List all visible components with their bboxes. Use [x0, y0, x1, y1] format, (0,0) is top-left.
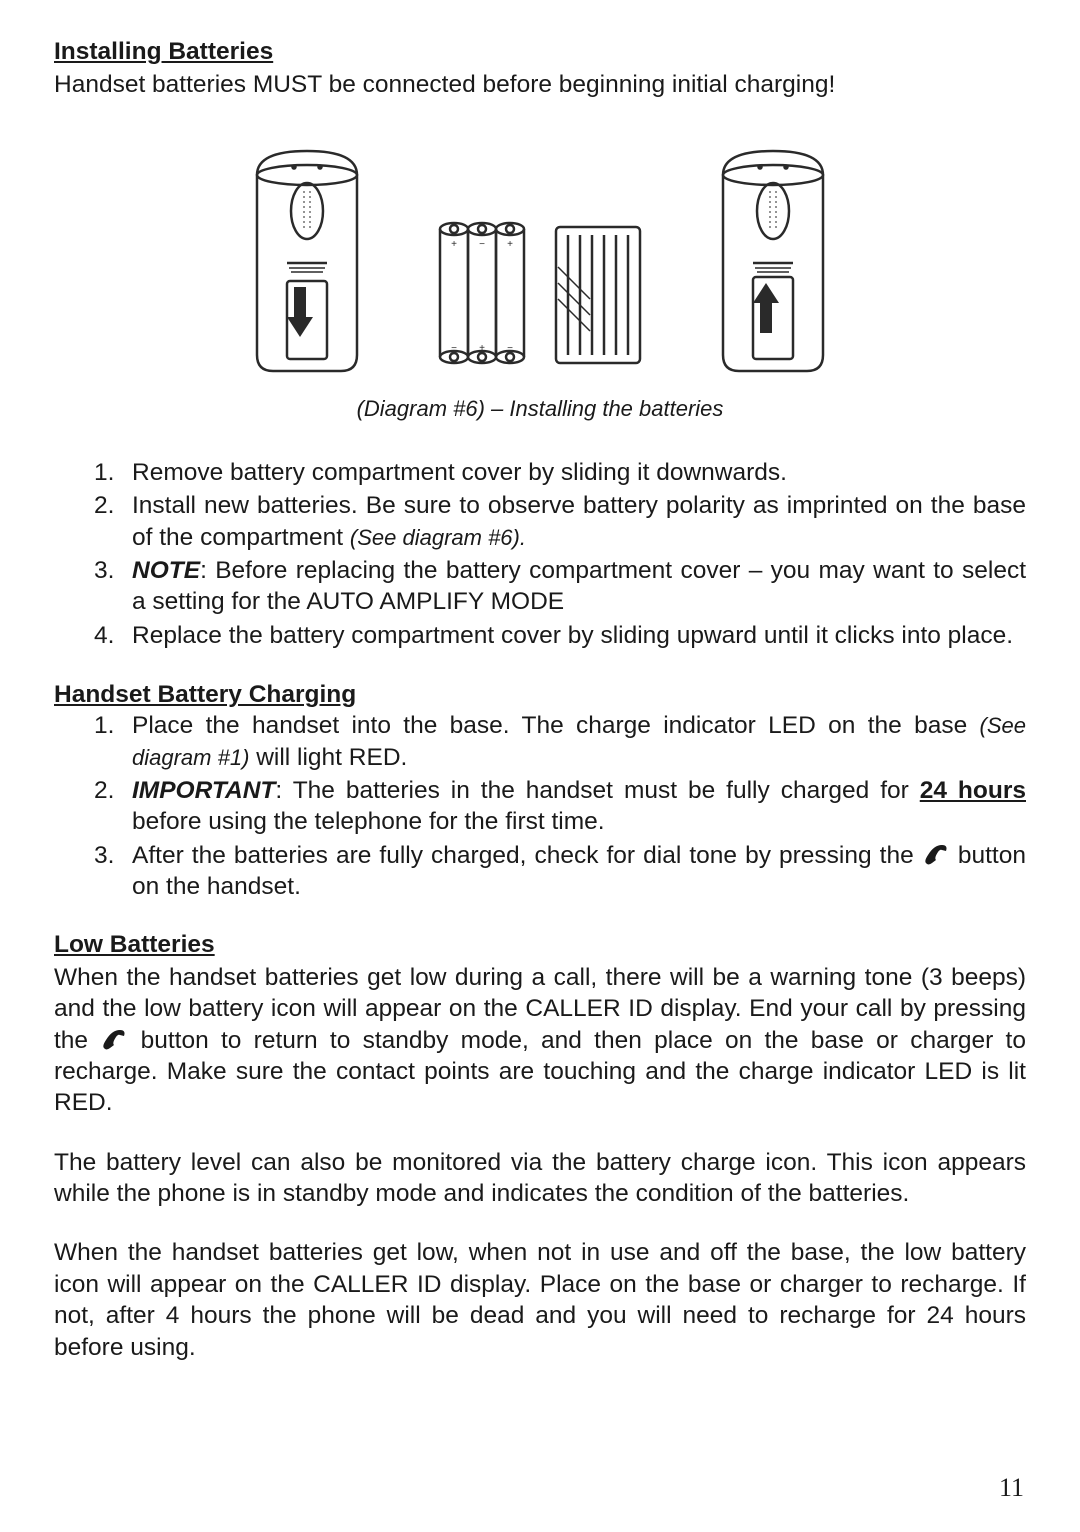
low-batt-para-1: When the handset batteries get low durin… [54, 962, 1026, 1119]
svg-text:+: + [507, 239, 513, 250]
step-text: before using the telephone for the first… [132, 808, 605, 835]
list-item: 2. IMPORTANT: The batteries in the hands… [94, 775, 1026, 838]
note-label: NOTE [132, 557, 200, 584]
svg-text:−: − [507, 343, 513, 354]
step-number: 3. [94, 555, 124, 586]
step-number: 2. [94, 490, 124, 521]
svg-text:+: + [451, 239, 457, 250]
diagram-handset-cover-on [698, 145, 848, 377]
low-batt-para-2: The battery level can also be monitored … [54, 1147, 1026, 1210]
hours-emphasis: 24 hours [920, 777, 1026, 804]
diagram-handset-cover-off [232, 145, 382, 377]
diagram-batteries: + − − + [434, 207, 646, 377]
phone-handset-icon [922, 841, 950, 867]
phone-handset-icon [100, 1026, 128, 1052]
low-batt-para-3: When the handset batteries get low, when… [54, 1237, 1026, 1362]
step-number: 1. [94, 457, 124, 488]
step-text: : Before replacing the battery compartme… [132, 557, 1026, 615]
step-number: 4. [94, 620, 124, 651]
list-item: 4. Replace the battery compartment cover… [94, 620, 1026, 651]
step-number: 1. [94, 710, 124, 741]
intro-text: Handset batteries MUST be connected befo… [54, 69, 1026, 100]
step-text: Place the handset into the base. The cha… [132, 712, 980, 739]
step-text: Install new batteries. Be sure to observ… [132, 492, 1026, 550]
installing-steps: 1. Remove battery compartment cover by s… [54, 457, 1026, 651]
list-item: 3. NOTE: Before replacing the battery co… [94, 555, 1026, 618]
para-text: button to return to standby mode, and th… [54, 1027, 1026, 1117]
svg-text:−: − [479, 239, 485, 250]
svg-text:−: − [451, 343, 457, 354]
list-item: 1. Remove battery compartment cover by s… [94, 457, 1026, 488]
step-text: : The batteries in the handset must be f… [275, 777, 919, 804]
important-label: IMPORTANT [132, 777, 275, 804]
section-title-low-batteries: Low Batteries [54, 929, 1026, 960]
diagram-caption: (Diagram #6) – Installing the batteries [54, 395, 1026, 423]
step-text: will light RED. [249, 744, 407, 771]
list-item: 3. After the batteries are fully charged… [94, 840, 1026, 903]
section-title-charging: Handset Battery Charging [54, 679, 1026, 710]
list-item: 1. Place the handset into the base. The … [94, 710, 1026, 773]
step-number: 3. [94, 840, 124, 871]
diagram-6: + − − + [54, 145, 1026, 377]
svg-text:+: + [479, 343, 485, 354]
charging-steps: 1. Place the handset into the base. The … [54, 710, 1026, 902]
diagram-ref: (See diagram #6). [350, 525, 526, 550]
step-text: Remove battery compartment cover by slid… [132, 459, 787, 486]
page-number: 11 [999, 1471, 1024, 1504]
section-title-installing: Installing Batteries [54, 36, 1026, 67]
step-number: 2. [94, 775, 124, 806]
list-item: 2. Install new batteries. Be sure to obs… [94, 490, 1026, 553]
step-text: After the batteries are fully charged, c… [132, 842, 922, 869]
step-text: Replace the battery compartment cover by… [132, 622, 1013, 649]
